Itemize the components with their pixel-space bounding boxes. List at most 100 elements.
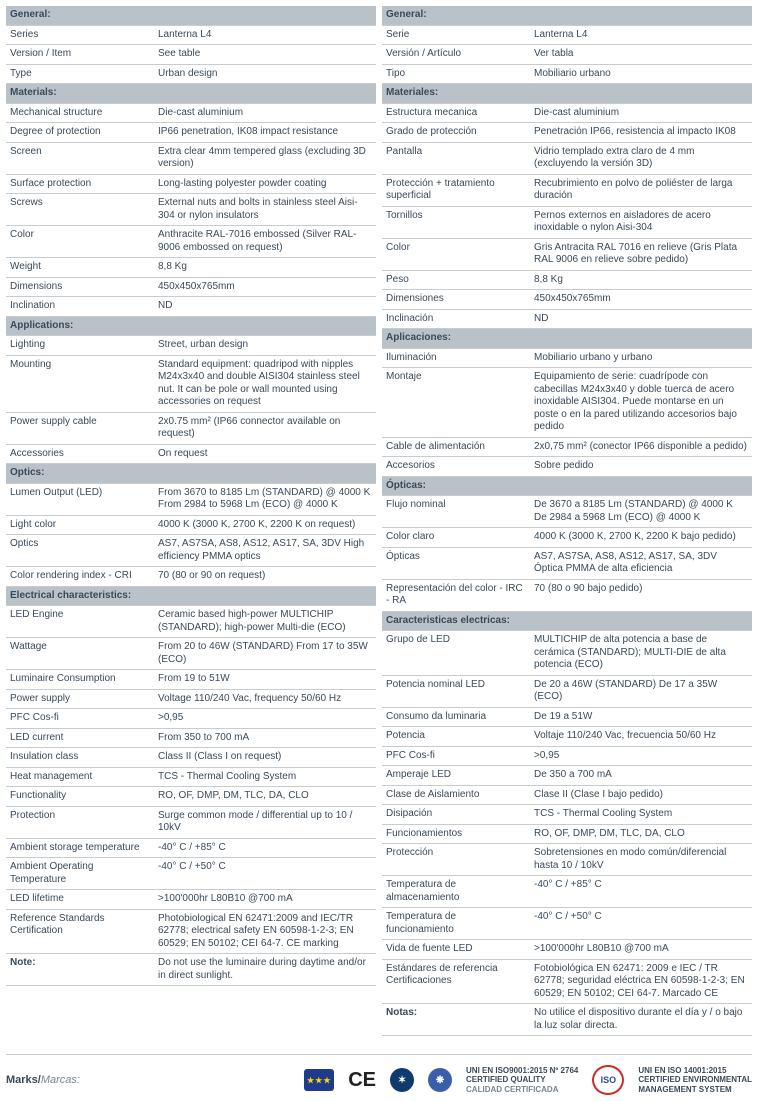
- spec-label: Montaje: [382, 368, 530, 438]
- spec-label: Type: [6, 64, 154, 84]
- spec-label: Protección + tratamiento superficial: [382, 174, 530, 206]
- spec-value: 450x450x765mm: [530, 290, 752, 310]
- spec-row: Luminaire ConsumptionFrom 19 to 51W: [6, 670, 376, 690]
- spec-value: Gris Antracita RAL 7016 en relieve (Gris…: [530, 238, 752, 270]
- spec-label: PFC Cos-fi: [382, 746, 530, 766]
- spec-label: Inclinación: [382, 309, 530, 329]
- spec-value: >100'000hr L80B10 @700 mA: [154, 890, 376, 910]
- cert1-line2: CERTIFIED QUALITY: [466, 1075, 578, 1085]
- spec-row: Grado de protecciónPenetración IP66, res…: [382, 123, 752, 143]
- spec-row: Color claro4000 K (3000 K, 2700 K, 2200 …: [382, 528, 752, 548]
- spec-label: Accesorios: [382, 457, 530, 477]
- spec-row: Reference Standards CertificationPhotobi…: [6, 909, 376, 954]
- spec-label: LED current: [6, 728, 154, 748]
- spec-table: General:SerieLanterna L4Versión / Artícu…: [382, 6, 752, 1036]
- spec-row: PantallaVidrio templado extra claro de 4…: [382, 142, 752, 174]
- spec-row: Clase de AislamientoClase II (Clase I ba…: [382, 785, 752, 805]
- spec-label: Amperaje LED: [382, 766, 530, 786]
- spec-label: LED Engine: [6, 606, 154, 638]
- spec-value: TCS - Thermal Cooling System: [154, 767, 376, 787]
- spec-label: PFC Cos-fi: [6, 709, 154, 729]
- spec-value: -40° C / +50° C: [530, 908, 752, 940]
- spec-value: RO, OF, DMP, DM, TLC, DA, CLO: [530, 824, 752, 844]
- spec-row: Mechanical structureDie-cast aluminium: [6, 103, 376, 123]
- spec-value: Standard equipment: quadripod with nippl…: [154, 355, 376, 412]
- spec-value: AS7, AS7SA, AS8, AS12, AS17, SA, 3DV Hig…: [154, 535, 376, 567]
- spec-label: Clase de Aislamiento: [382, 785, 530, 805]
- spec-label: Potencia: [382, 727, 530, 747]
- spec-row: Lumen Output (LED)From 3670 to 8185 Lm (…: [6, 483, 376, 515]
- section-header-row: Materials:: [6, 84, 376, 104]
- spec-row: FunctionalityRO, OF, DMP, DM, TLC, DA, C…: [6, 787, 376, 807]
- spec-label: Notas:: [382, 1004, 530, 1036]
- spec-label: Pantalla: [382, 142, 530, 174]
- spec-row: Peso8,8 Kg: [382, 270, 752, 290]
- spec-row: ProtectionSurge common mode / differenti…: [6, 806, 376, 838]
- spec-row: Power supply cable2x0.75 mm² (IP66 conne…: [6, 412, 376, 444]
- spec-row: Temperatura de almacenamiento-40° C / +8…: [382, 876, 752, 908]
- spec-value: From 3670 to 8185 Lm (STANDARD) @ 4000 K…: [154, 483, 376, 515]
- section-header: Electrical characteristics:: [6, 586, 376, 606]
- spec-value: De 20 a 46W (STANDARD) De 17 a 35W (ECO): [530, 675, 752, 707]
- spec-row: ScreenExtra clear 4mm tempered glass (ex…: [6, 142, 376, 174]
- cert-badge-1-icon: ✶: [390, 1068, 414, 1092]
- spec-label: Tipo: [382, 64, 530, 84]
- spec-label: Ambient storage temperature: [6, 838, 154, 858]
- spec-label: Optics: [6, 535, 154, 567]
- cert1-line3: CALIDAD CERTIFICADA: [466, 1085, 578, 1095]
- spec-row: Protección + tratamiento superficialRecu…: [382, 174, 752, 206]
- spec-row: Estructura mecanicaDie-cast aluminium: [382, 103, 752, 123]
- section-header: Aplicaciones:: [382, 329, 752, 349]
- spec-value: Do not use the luminaire during daytime …: [154, 954, 376, 986]
- spec-label: Power supply cable: [6, 412, 154, 444]
- section-header-row: Applications:: [6, 316, 376, 336]
- spec-row: LED currentFrom 350 to 700 mA: [6, 728, 376, 748]
- spec-value: 8,8 Kg: [154, 258, 376, 278]
- spec-value: -40° C / +50° C: [154, 858, 376, 890]
- spec-row: DisipaciónTCS - Thermal Cooling System: [382, 805, 752, 825]
- spec-value: From 20 to 46W (STANDARD) From 17 to 35W…: [154, 638, 376, 670]
- spec-row: MountingStandard equipment: quadripod wi…: [6, 355, 376, 412]
- spec-label: Potencia nominal LED: [382, 675, 530, 707]
- spec-label: Grado de protección: [382, 123, 530, 143]
- spec-label: Protection: [6, 806, 154, 838]
- section-header-row: General:: [382, 6, 752, 25]
- spec-value: Mobiliario urbano: [530, 64, 752, 84]
- spec-value: Voltage 110/240 Vac, frequency 50/60 Hz: [154, 689, 376, 709]
- spec-row: Degree of protectionIP66 penetration, IK…: [6, 123, 376, 143]
- spec-label: Note:: [6, 954, 154, 986]
- spec-row: Vida de fuente LED>100'000hr L80B10 @700…: [382, 940, 752, 960]
- spec-value: De 19 a 51W: [530, 707, 752, 727]
- spec-label: Lighting: [6, 336, 154, 356]
- spec-label: Estructura mecanica: [382, 103, 530, 123]
- spec-row: MontajeEquipamiento de serie: cuadrípode…: [382, 368, 752, 438]
- spec-value: Lanterna L4: [154, 25, 376, 45]
- spec-value: 2x0,75 mm² (conector IP66 disponible a p…: [530, 437, 752, 457]
- spec-label: Vida de fuente LED: [382, 940, 530, 960]
- cert1-line1: UNI EN ISO9001:2015 Nº 2764: [466, 1066, 578, 1076]
- spec-value: Equipamiento de serie: cuadrípode con ca…: [530, 368, 752, 438]
- spec-label: LED lifetime: [6, 890, 154, 910]
- spec-label: Wattage: [6, 638, 154, 670]
- spec-row: AccesoriosSobre pedido: [382, 457, 752, 477]
- spec-row: Weight8,8 Kg: [6, 258, 376, 278]
- spec-label: Color: [382, 238, 530, 270]
- spec-label: Flujo nominal: [382, 496, 530, 528]
- spec-row: Heat managementTCS - Thermal Cooling Sys…: [6, 767, 376, 787]
- spec-row: Note:Do not use the luminaire during day…: [6, 954, 376, 986]
- section-header-row: Ópticas:: [382, 476, 752, 496]
- spec-label: Tornillos: [382, 206, 530, 238]
- spec-row: Ambient storage temperature-40° C / +85°…: [6, 838, 376, 858]
- spec-row: Version / ItemSee table: [6, 45, 376, 65]
- spec-label: Funcionamientos: [382, 824, 530, 844]
- spec-label: Ambient Operating Temperature: [6, 858, 154, 890]
- spec-label: Reference Standards Certification: [6, 909, 154, 954]
- spec-value: Street, urban design: [154, 336, 376, 356]
- spec-value: Ver tabla: [530, 45, 752, 65]
- section-header-row: General:: [6, 6, 376, 25]
- marks-row: Marks/Marcas: ★★★ CE ✶ ❋ UNI EN ISO9001:…: [6, 1054, 752, 1095]
- cert-badge-2-icon: ❋: [428, 1068, 452, 1092]
- iso-badge-icon: ISO: [592, 1065, 624, 1095]
- spec-label: Power supply: [6, 689, 154, 709]
- spec-row: Color rendering index - CRI70 (80 or 90 …: [6, 567, 376, 587]
